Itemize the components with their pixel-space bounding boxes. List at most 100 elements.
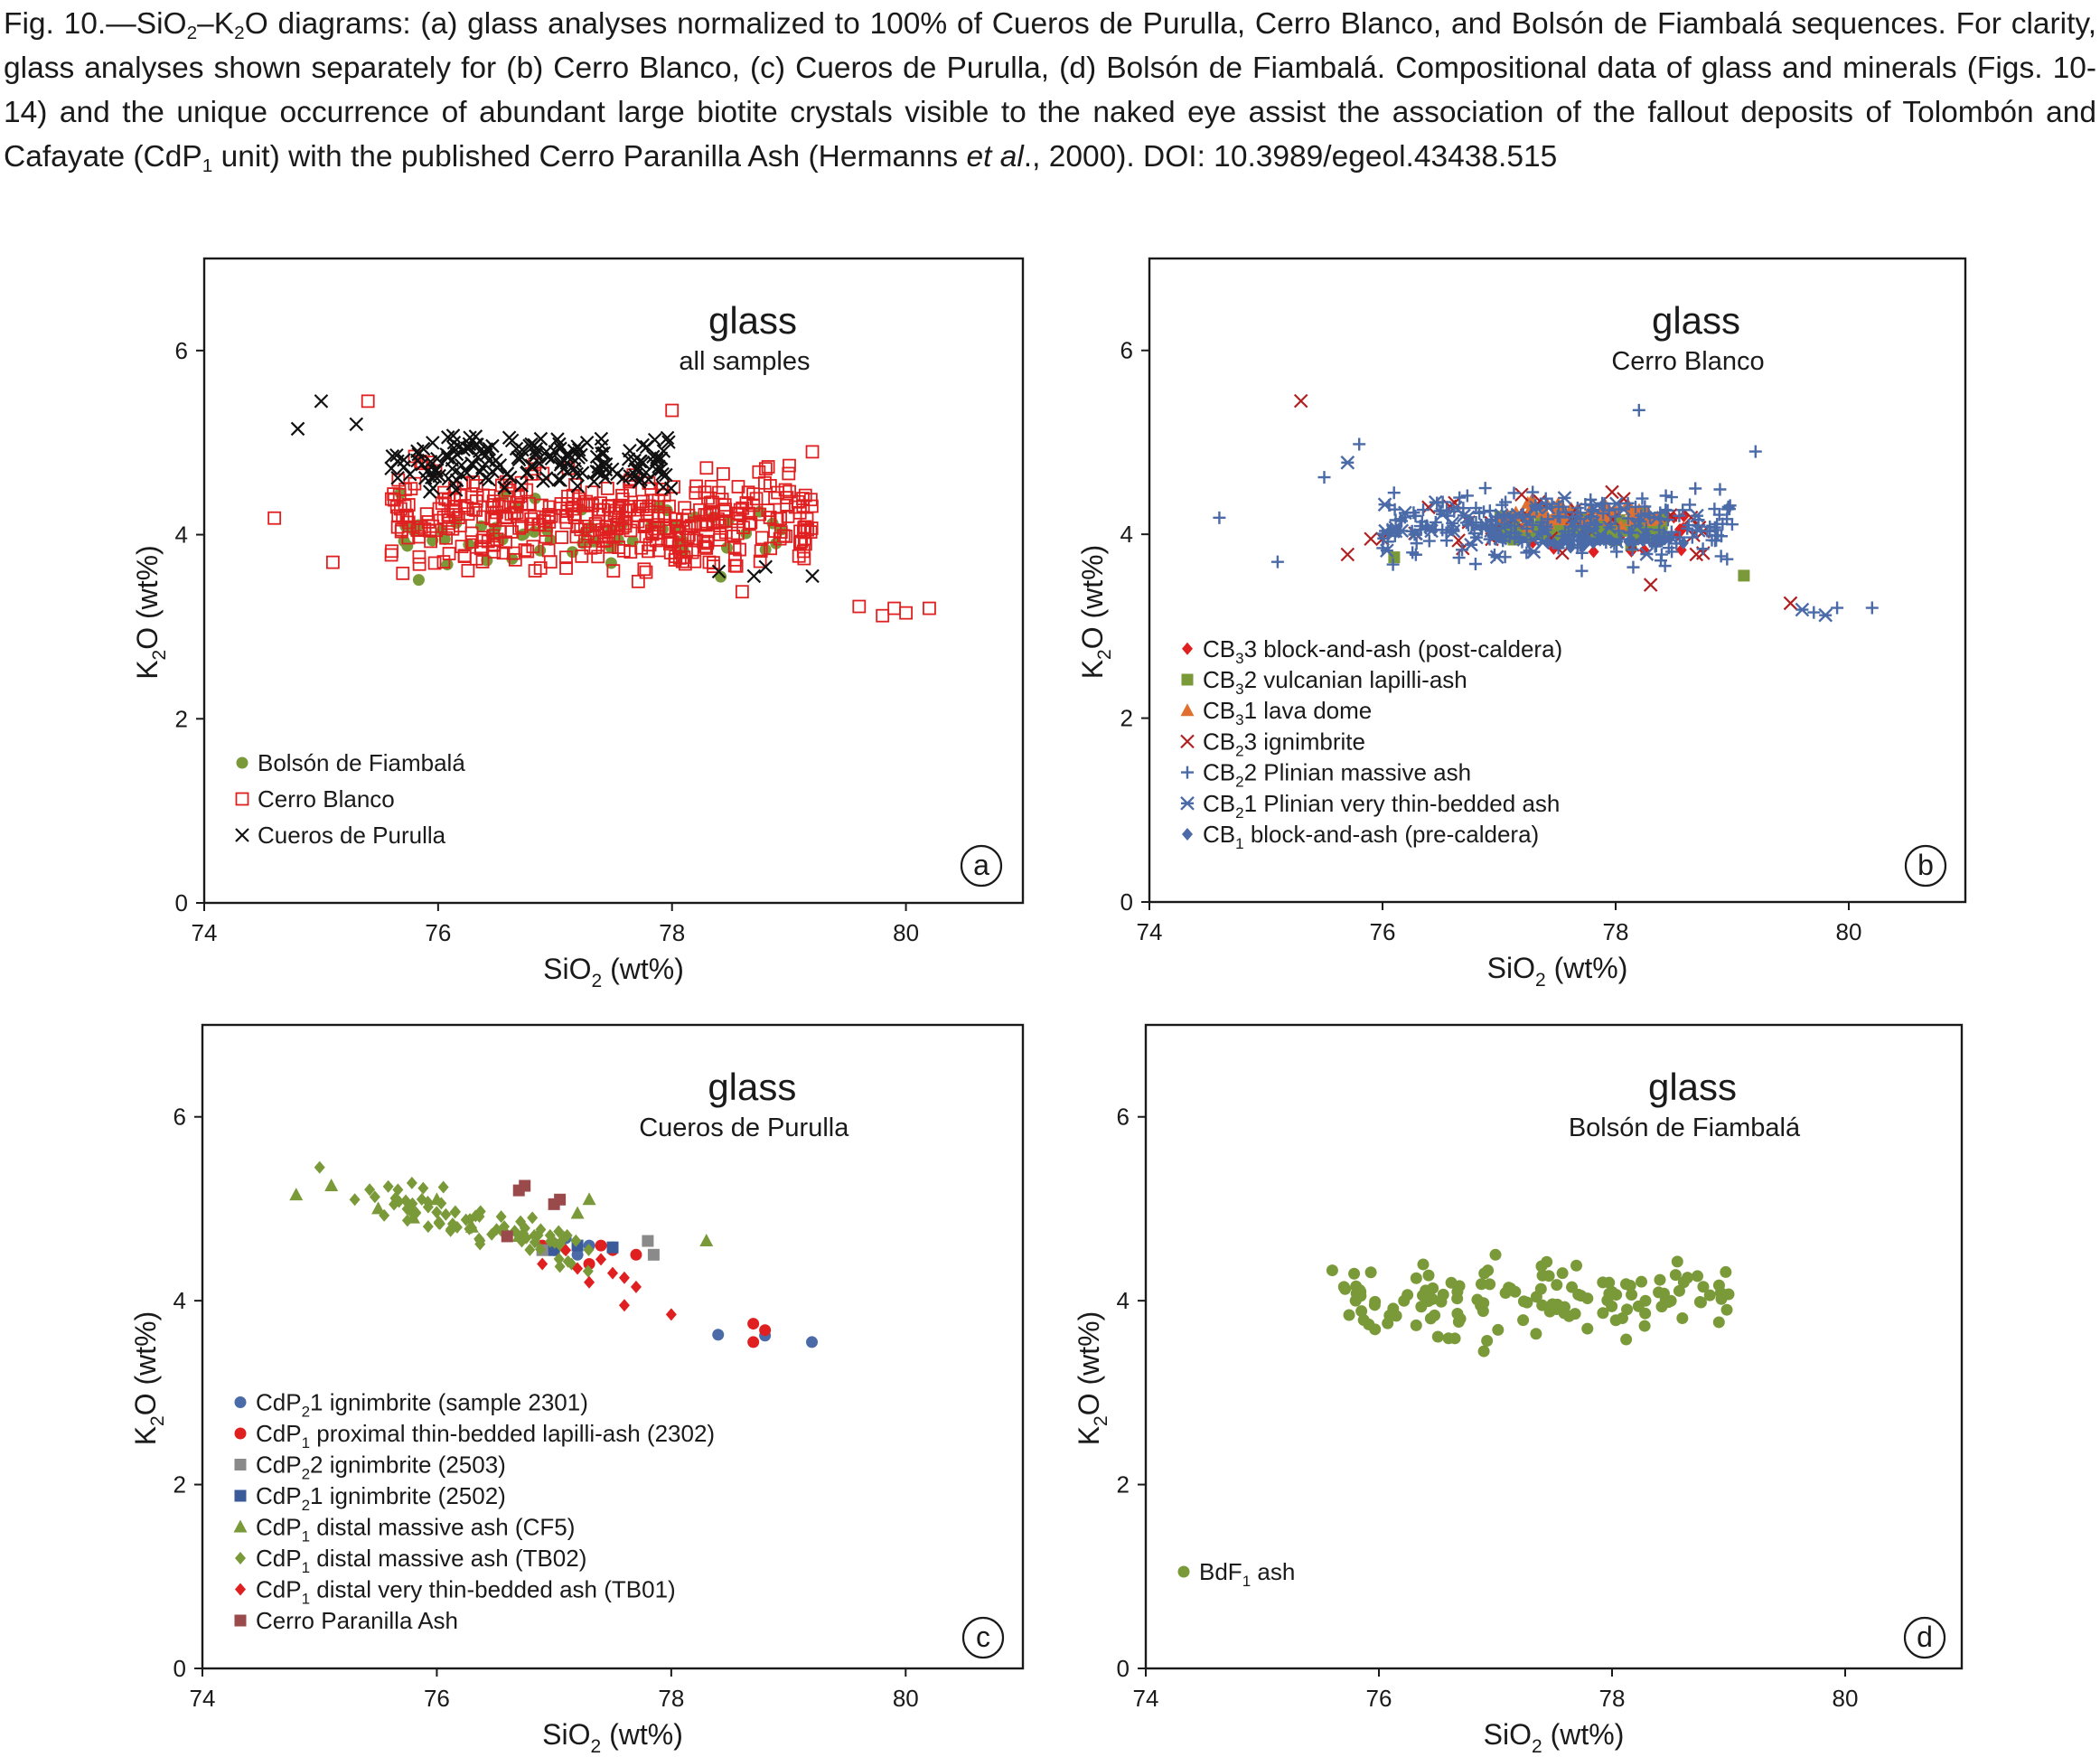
x-tick-label: 76 [425, 919, 451, 946]
data-point [718, 525, 733, 540]
data-point [876, 608, 890, 623]
x-tick-label: 80 [1836, 918, 1862, 945]
data-point [529, 1236, 540, 1249]
data-point [796, 544, 811, 559]
data-point [1481, 1335, 1494, 1348]
data-point [1364, 531, 1378, 547]
legend-entry-main: CB [1203, 697, 1235, 724]
legend-marker [1181, 673, 1194, 686]
data-point [515, 442, 530, 457]
data-point [1795, 602, 1810, 617]
legend-entry: Cerro Blanco [258, 785, 395, 813]
data-point [591, 465, 606, 480]
data-point [417, 1181, 429, 1195]
data-point [1691, 523, 1706, 538]
data-point [412, 557, 427, 571]
data-point [698, 540, 712, 554]
data-point [782, 466, 796, 481]
plot-frame [1148, 257, 1967, 904]
data-point [1534, 1283, 1547, 1295]
legend-entry-main: CB [1203, 759, 1235, 786]
caption-italic-h: et al [966, 140, 1024, 174]
legend-marker [235, 792, 249, 806]
data-point [1473, 506, 1486, 520]
data-point [515, 1215, 527, 1228]
data-point [495, 1210, 507, 1224]
data-point [1377, 497, 1392, 512]
data-point [1692, 1270, 1704, 1283]
data-point [554, 1260, 566, 1273]
data-point [1478, 517, 1493, 532]
data-point [555, 531, 569, 544]
data-point [1703, 520, 1717, 533]
legend-entry-sub: 2 [1235, 774, 1243, 791]
data-point [1655, 1301, 1668, 1313]
data-point [1683, 498, 1697, 512]
y-tick-label: 6 [175, 337, 188, 364]
data-point [401, 1202, 413, 1216]
data-point [583, 1243, 595, 1256]
data-point [422, 1220, 434, 1234]
x-axis-label: SiO2 (wt%) [543, 953, 684, 991]
legend: CB33 block-and-ash (post-caldera)CB32 vu… [1180, 635, 1563, 852]
data-point [642, 544, 655, 559]
x-tick-label: 80 [1833, 1685, 1859, 1712]
legend-entry: CdP1 proximal thin-bedded lapilli-ash (2… [256, 1420, 715, 1452]
data-point [656, 480, 670, 494]
legend-entry: CB21 Plinian very thin-bedded ash [1203, 790, 1560, 822]
data-point [1494, 508, 1509, 522]
data-point [457, 549, 472, 563]
legend-entry-sub: 2 [302, 1404, 310, 1421]
legend-entry-tail: distal massive ash (TB02) [310, 1545, 586, 1572]
data-point [697, 534, 710, 549]
data-point [805, 568, 820, 584]
data-point [1722, 1288, 1735, 1301]
data-point [670, 519, 684, 533]
data-point [1428, 494, 1443, 510]
data-point [560, 446, 576, 462]
data-point [1353, 437, 1366, 451]
panel-heading: glass [708, 1066, 796, 1108]
legend-entry: CdP21 ignimbrite (2502) [256, 1482, 506, 1514]
data-point [1394, 523, 1410, 539]
data-point [1422, 1295, 1435, 1308]
data-point [1818, 607, 1833, 623]
data-point [603, 521, 617, 534]
data-point [1460, 510, 1476, 525]
data-point [1448, 500, 1463, 515]
data-point [514, 497, 529, 512]
data-point [431, 1206, 443, 1219]
data-point [572, 1262, 584, 1275]
data-point [1619, 1278, 1632, 1291]
data-point [519, 1179, 531, 1192]
data-point [1712, 508, 1726, 521]
data-point [733, 542, 746, 557]
data-point [422, 1200, 434, 1214]
data-point [1483, 504, 1496, 518]
data-point [559, 550, 573, 565]
legend-entry: CB22 Plinian massive ash [1203, 759, 1471, 791]
data-point [497, 480, 511, 495]
data-point [622, 500, 636, 513]
data-point [1676, 1312, 1689, 1325]
data-point [1621, 496, 1635, 510]
data-point [1492, 1323, 1505, 1336]
x-axis-label-tail: (wt%) [1546, 952, 1628, 984]
data-point [618, 1299, 630, 1312]
legend-entry-tail: 1 ignimbrite (2502) [310, 1482, 506, 1509]
data-point [1349, 1294, 1362, 1307]
data-point [796, 524, 811, 539]
data-point [289, 1188, 304, 1201]
data-point [426, 436, 440, 450]
data-point [1354, 1283, 1366, 1296]
data-point [1638, 1320, 1651, 1332]
data-point [528, 525, 540, 538]
legend-entry-sub: 2 [1235, 742, 1243, 759]
data-point [451, 1220, 463, 1234]
legend-entry-tail: 3 block-and-ash (post-caldera) [1244, 635, 1563, 662]
data-point [661, 435, 676, 449]
data-point [633, 499, 647, 513]
data-point [437, 1180, 449, 1194]
data-point [1343, 1309, 1355, 1321]
data-point [379, 1208, 390, 1222]
